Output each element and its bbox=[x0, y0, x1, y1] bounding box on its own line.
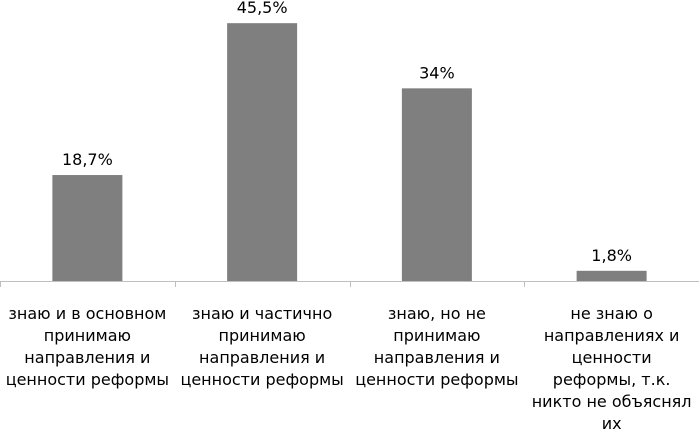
category-label-line: принимаю bbox=[393, 326, 481, 345]
category-label-line: ценности bbox=[571, 348, 652, 367]
category-label: знаю и частично принимаю направления и ценн… bbox=[173, 303, 351, 391]
category-label-line: принимаю bbox=[43, 326, 131, 345]
category-label-line: знаю и в основном bbox=[8, 304, 167, 323]
category-label-line: ценности реформы bbox=[355, 370, 519, 389]
category-label-line: направлениях и bbox=[543, 326, 680, 345]
category-label-line: знаю и частично bbox=[191, 304, 333, 323]
category-label-line: их bbox=[601, 414, 622, 433]
category-label-line: принимаю bbox=[218, 326, 306, 345]
category-label-line: направления и bbox=[373, 348, 500, 367]
data-label: 45,5% bbox=[237, 0, 288, 17]
bar bbox=[52, 175, 123, 281]
bar bbox=[227, 23, 298, 282]
category-label-line: направления и bbox=[24, 348, 151, 367]
category-label: знаю, но не принимаю направления и ценности… bbox=[348, 303, 526, 391]
category-label: знаю и в основном принимаю направления и це… bbox=[0, 303, 176, 391]
category-label-line: никто не объяснял bbox=[531, 392, 692, 411]
data-label: 18,7% bbox=[62, 150, 113, 169]
data-label: 34% bbox=[419, 63, 455, 82]
category-label-line: реформы, т.к. bbox=[552, 370, 671, 389]
category-label-line: ценности реформы bbox=[180, 370, 344, 389]
data-label: 1,8% bbox=[591, 246, 632, 265]
category-label-line: знаю, но не bbox=[387, 304, 486, 323]
bar bbox=[576, 270, 647, 281]
bar bbox=[401, 88, 472, 281]
category-label-line: направления и bbox=[199, 348, 326, 367]
category-label-line: ценности реформы bbox=[5, 370, 170, 389]
category-label-line: не знаю о bbox=[570, 304, 653, 323]
category-label: не знаю о направлениях и ценности реформы, … bbox=[523, 303, 699, 435]
